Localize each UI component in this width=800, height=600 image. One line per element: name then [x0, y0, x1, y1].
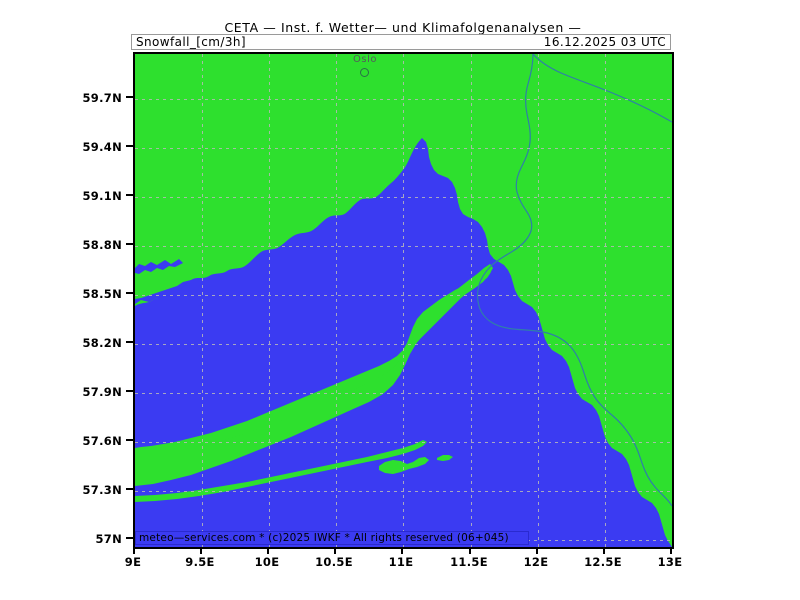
gridline-h — [135, 393, 672, 394]
land-jutland-skagen — [135, 270, 491, 485]
y-tick — [126, 145, 133, 147]
x-tick — [401, 547, 403, 554]
sea-polygons — [135, 259, 183, 274]
timestamp-label: 16.12.2025 03 UTC — [543, 35, 666, 49]
x-tick — [334, 547, 336, 554]
y-tick — [126, 194, 133, 196]
gridline-h — [135, 295, 672, 296]
y-tick — [126, 341, 133, 343]
city-label-oslo: Oslo — [353, 54, 377, 65]
map-canvas: Oslo — [135, 54, 672, 547]
y-tick — [126, 439, 133, 441]
x-axis-label: 12E — [523, 555, 549, 569]
x-tick — [603, 547, 605, 554]
skagerrak-sea — [135, 259, 183, 274]
gridline-v — [202, 54, 203, 547]
x-tick — [670, 547, 672, 554]
x-axis-label: 11.5E — [450, 555, 488, 569]
x-axis-label: 10E — [254, 555, 280, 569]
y-tick — [126, 537, 133, 539]
x-axis-label: 11E — [388, 555, 414, 569]
y-axis-label: 57N — [95, 532, 122, 546]
x-tick — [536, 547, 538, 554]
x-tick — [469, 547, 471, 554]
y-axis-label: 59.1N — [82, 189, 122, 203]
y-tick — [126, 292, 133, 294]
island-laeso — [379, 457, 429, 474]
land-north-jutland-south — [135, 440, 427, 502]
y-axis-label: 58.2N — [82, 336, 122, 350]
y-tick — [126, 243, 133, 245]
copyright-bar: meteo—services.com * (c)2025 IWKF * All … — [135, 531, 529, 545]
gridline-v — [471, 54, 472, 547]
gridline-h — [135, 344, 672, 345]
y-tick — [126, 96, 133, 98]
gridline-h — [135, 99, 672, 100]
gridline-h — [135, 442, 672, 443]
y-axis-label: 57.3N — [82, 483, 122, 497]
x-tick — [133, 547, 135, 554]
gridline-h — [135, 197, 672, 198]
page-title: CETA — Inst. f. Wetter— und Klimafolgena… — [224, 20, 582, 35]
national-border — [476, 54, 672, 507]
copyright-text: meteo—services.com * (c)2025 IWKF * All … — [139, 532, 509, 544]
gridline-v — [538, 54, 539, 547]
y-axis-label: 58.8N — [82, 238, 122, 252]
border-northeast — [532, 54, 672, 123]
land-jutland-body — [135, 264, 493, 486]
gridline-v — [269, 54, 270, 547]
x-axis-label: 9E — [124, 555, 142, 569]
x-tick — [267, 547, 269, 554]
y-axis-label: 59.7N — [82, 91, 122, 105]
y-axis-label: 59.4N — [82, 140, 122, 154]
parameter-label: Snowfall_[cm/3h] — [136, 35, 246, 49]
x-axis-label: 12.5E — [584, 555, 622, 569]
x-tick — [200, 547, 202, 554]
x-axis-label: 13E — [657, 555, 683, 569]
gridline-v — [605, 54, 606, 547]
x-axis-label: 9.5E — [185, 555, 215, 569]
y-axis-label: 57.6N — [82, 434, 122, 448]
city-marker-oslo — [360, 68, 369, 77]
island-anholt — [437, 455, 453, 461]
gridline-h — [135, 491, 672, 492]
y-axis-label: 58.5N — [82, 287, 122, 301]
gridline-h — [135, 148, 672, 149]
gridline-v — [336, 54, 337, 547]
y-tick — [126, 488, 133, 490]
x-axis-label: 10.5E — [315, 555, 353, 569]
gridline-h — [135, 246, 672, 247]
y-tick — [126, 390, 133, 392]
gridline-v — [403, 54, 404, 547]
parameter-bar: Snowfall_[cm/3h] 16.12.2025 03 UTC — [131, 34, 671, 50]
y-axis-label: 57.9N — [82, 385, 122, 399]
map-plot-area[interactable]: Oslo — [133, 52, 674, 549]
